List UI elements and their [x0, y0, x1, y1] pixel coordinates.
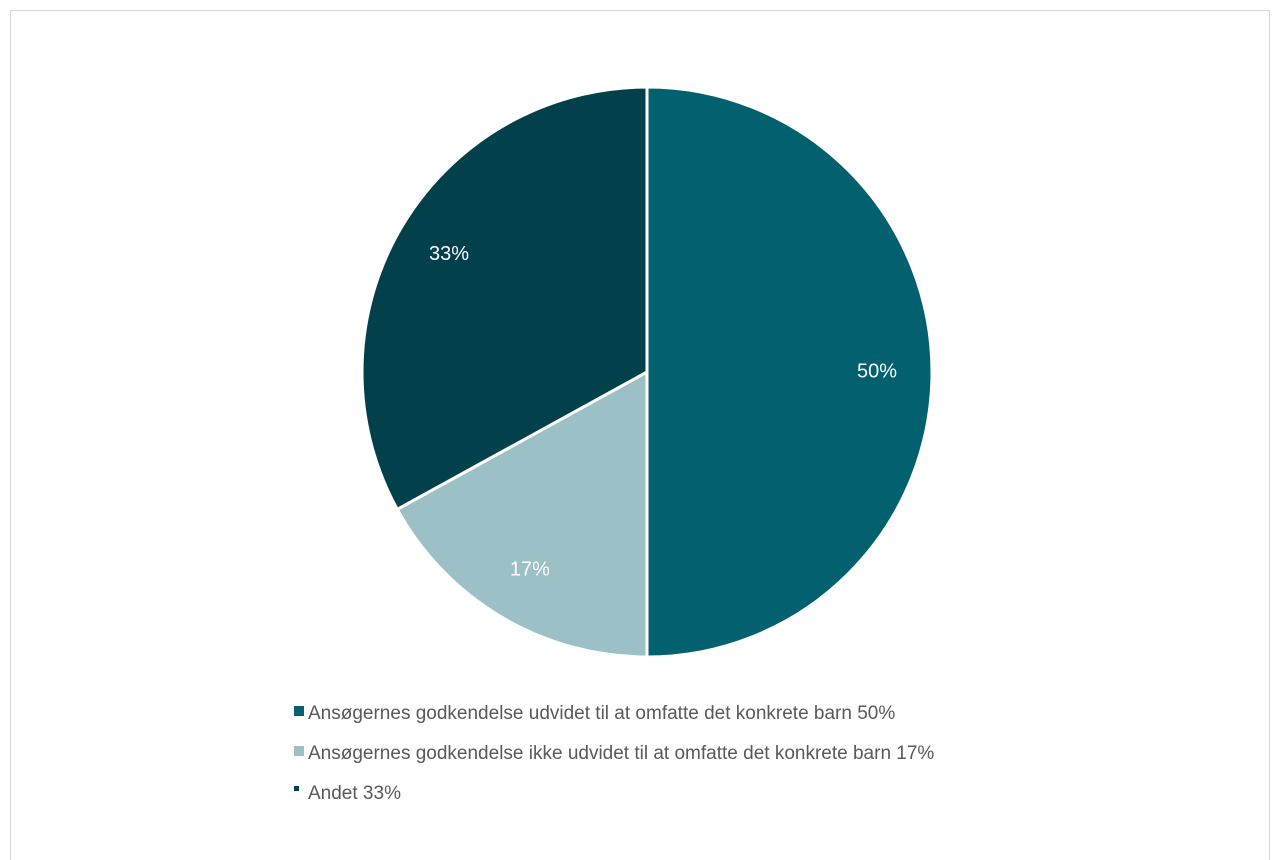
legend-swatch-ikke-udvidet: [294, 746, 304, 756]
legend-label-andet: Andet 33%: [308, 783, 401, 804]
legend-swatch-andet: [294, 786, 299, 791]
pie-slice-ikke-udvidet: [395, 369, 649, 659]
pie-data-labels: 50% 17% 33%: [429, 243, 897, 580]
pie-slice-andet: [360, 85, 649, 512]
data-label-ikke-udvidet: 17%: [510, 558, 550, 580]
data-label-andet: 33%: [429, 243, 469, 265]
pie-slice-udvidet: [645, 85, 934, 659]
pie-slices: [360, 85, 934, 659]
legend-item-ikke-udvidet: Ansøgernes godkendelse ikke udvidet til …: [294, 742, 934, 782]
legend-label-ikke-udvidet: Ansøgernes godkendelse ikke udvidet til …: [308, 743, 935, 764]
legend-item-andet: Andet 33%: [294, 782, 934, 822]
legend-item-udvidet: Ansøgernes godkendelse udvidet til at om…: [294, 702, 934, 742]
data-label-udvidet: 50%: [857, 360, 897, 382]
legend-swatch-udvidet: [294, 706, 304, 716]
legend: Ansøgernes godkendelse udvidet til at om…: [294, 702, 934, 822]
legend-label-udvidet: Ansøgernes godkendelse udvidet til at om…: [308, 703, 896, 724]
